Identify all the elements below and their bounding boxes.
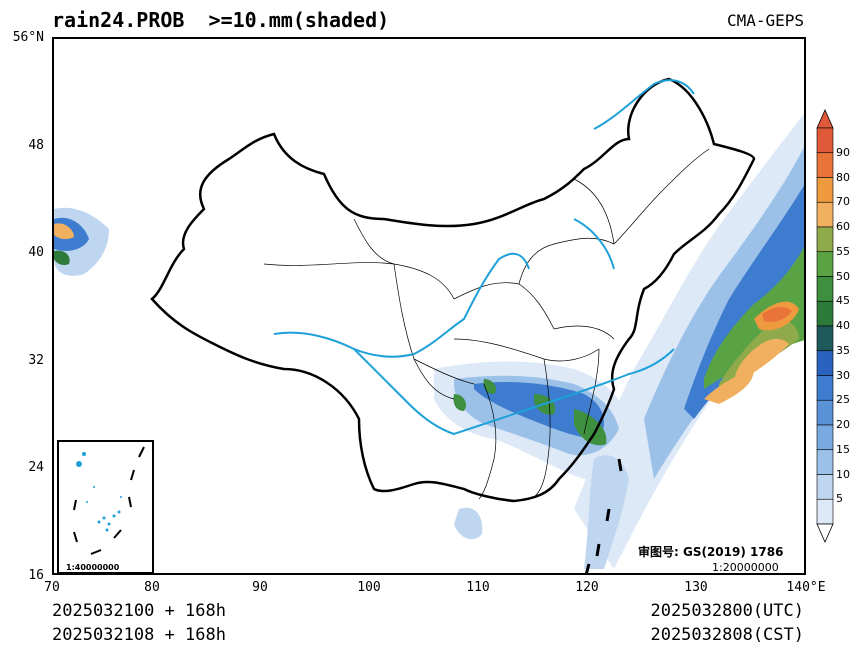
lon-label: 100 — [357, 580, 381, 595]
colorbar-label: 45 — [836, 294, 850, 308]
colorbar-swatch — [816, 375, 834, 401]
colorbar-swatch — [816, 300, 834, 327]
init-time-utc: 2025032100 + 168h — [52, 601, 226, 621]
colorbar-label: 25 — [836, 393, 850, 407]
colorbar-label: 55 — [836, 244, 850, 258]
valid-time-utc: 2025032800(UTC) — [650, 601, 804, 621]
colorbar-label: 5 — [836, 492, 843, 506]
map-area — [52, 37, 806, 575]
colorbar-swatch — [816, 325, 834, 352]
lon-label: 130 — [684, 580, 708, 595]
lon-label: 110 — [466, 580, 490, 595]
colorbar-label: 80 — [836, 170, 850, 184]
colorbar-swatch — [816, 276, 834, 302]
lat-label: 40 — [28, 245, 44, 260]
lat-label: 24 — [28, 460, 44, 475]
rivers — [273, 79, 695, 436]
lon-label: 70 — [44, 580, 60, 595]
colorbar-swatch — [816, 127, 834, 154]
colorbar-label: 70 — [836, 195, 850, 209]
lon-label: 140°E — [786, 580, 826, 595]
colorbar-swatch — [816, 449, 834, 475]
colorbar-label: 40 — [836, 319, 850, 332]
inset-map — [57, 440, 154, 574]
colorbar-swatch — [816, 201, 834, 228]
colorbar-swatch — [816, 226, 834, 253]
colorbar-label: 15 — [836, 442, 850, 456]
colorbar-swatch — [816, 498, 834, 525]
lat-label: 48 — [28, 138, 44, 153]
colorbar-min-arrow — [816, 523, 834, 543]
colorbar-swatch — [816, 177, 834, 203]
colorbar-swatch — [816, 424, 834, 451]
inset-canvas — [73, 446, 145, 555]
map-canvas — [54, 77, 804, 573]
colorbar — [816, 109, 834, 543]
inset-scale: 1:40000000 — [66, 563, 120, 572]
colorbar-swatch — [816, 399, 834, 426]
colorbar-max-arrow — [816, 109, 834, 129]
colorbar-label: 50 — [836, 269, 850, 283]
lon-label: 90 — [252, 580, 268, 595]
colorbar-label: 35 — [836, 343, 850, 357]
lat-label: 16 — [28, 568, 44, 583]
lon-label: 80 — [144, 580, 160, 595]
colorbar-swatch — [816, 251, 834, 277]
model-label: CMA-GEPS — [726, 11, 804, 30]
map-scale: 1:20000000 — [712, 561, 779, 574]
lat-label: 32 — [28, 353, 44, 368]
colorbar-label: 20 — [836, 418, 850, 431]
colorbar-label: 30 — [836, 368, 850, 382]
colorbar-swatch — [816, 152, 834, 178]
lat-label: 56°N — [12, 30, 44, 45]
colorbar-swatch — [816, 350, 834, 376]
approval-number: 审图号: GS(2019) 1786 — [638, 545, 784, 559]
colorbar-label: 90 — [836, 145, 850, 159]
precip-shading — [54, 114, 804, 569]
colorbar-label: 10 — [836, 467, 850, 481]
init-time-cst: 2025032108 + 168h — [52, 625, 226, 645]
province-lines — [263, 148, 710, 500]
map-title: rain24.PROB >=10.mm(shaded) — [52, 8, 390, 32]
colorbar-swatch — [816, 474, 834, 500]
colorbar-label: 60 — [836, 220, 850, 233]
lon-label: 120 — [575, 580, 599, 595]
china-border — [150, 77, 756, 503]
southern-dashes — [584, 458, 623, 573]
valid-time-cst: 2025032808(CST) — [650, 625, 804, 645]
